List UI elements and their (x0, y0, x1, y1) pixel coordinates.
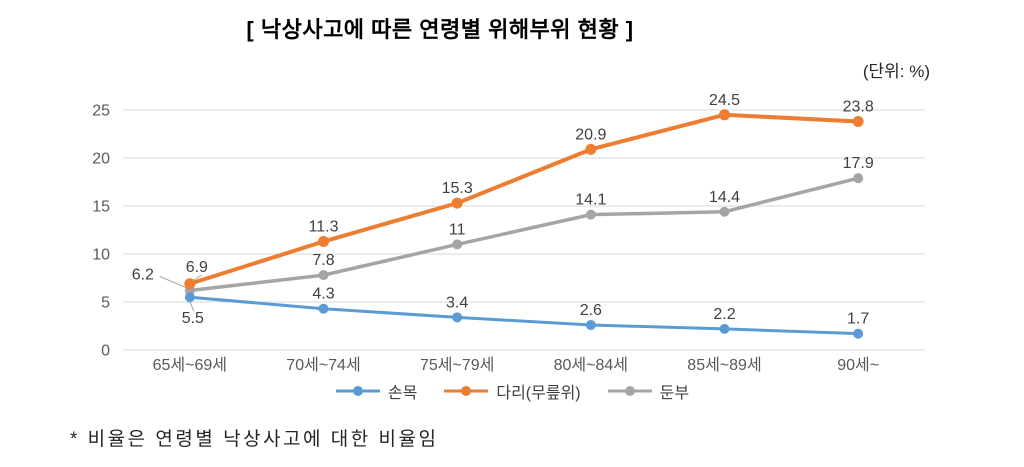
data-point (853, 328, 864, 339)
x-axis-label: 80세~84세 (554, 356, 628, 374)
legend-item-hip: 둔부 (607, 379, 689, 403)
data-point (719, 206, 730, 217)
legend-label-hip: 둔부 (659, 385, 690, 402)
data-label: 6.2 (132, 266, 154, 283)
data-point (184, 278, 196, 290)
data-point (451, 197, 463, 209)
data-point (318, 303, 329, 314)
data-label: 2.2 (713, 306, 735, 323)
data-label: 6.9 (186, 259, 208, 276)
data-point (318, 270, 329, 281)
data-label: 23.8 (843, 99, 874, 116)
data-label: 5.5 (182, 310, 204, 327)
y-axis-tick-label: 25 (92, 103, 110, 120)
line-marker-icon (335, 386, 380, 396)
x-axis-label: 90세~ (837, 356, 879, 374)
legend-label-leg: 다리(무릎위) (496, 385, 581, 402)
line-marker-icon (444, 386, 489, 396)
label-leader-line (159, 276, 187, 288)
x-axis-label: 65세~69세 (153, 356, 227, 374)
line-marker-icon (607, 386, 652, 396)
x-axis-label: 70세~74세 (286, 356, 360, 374)
data-label: 11 (449, 221, 466, 238)
data-label: 14.4 (709, 189, 740, 206)
data-point (719, 323, 730, 334)
data-label: 7.8 (312, 252, 334, 269)
chart-title: [ 낙상사고에 따른 연령별 위해부위 현황 ] (246, 17, 634, 42)
data-label: 2.6 (580, 302, 602, 319)
series-line-1 (187, 112, 861, 286)
data-label: 24.5 (709, 92, 740, 109)
y-axis-tick-label: 15 (92, 199, 110, 216)
data-point (318, 236, 329, 248)
label-leader-line (192, 274, 203, 282)
y-axis-tick-label: 5 (101, 295, 110, 312)
y-axis-tick-label: 10 (92, 247, 110, 264)
unit-annotation: (단위: %) (862, 62, 930, 81)
data-point (852, 116, 864, 128)
data-point (452, 239, 463, 250)
data-point (585, 320, 596, 331)
data-label: 15.3 (442, 180, 473, 197)
legend: 손목 다리(무릎위) 둔부 (0, 379, 1024, 403)
data-label: 17.9 (843, 155, 874, 172)
data-point (853, 173, 864, 184)
series-line-0 (188, 295, 860, 336)
data-label: 3.4 (446, 294, 468, 311)
data-point (585, 143, 597, 155)
footnote: * 비율은 연령별 낙상사고에 대한 비율임 (70, 429, 439, 450)
line-chart-plot-area: 0 5 10 15 20 25 65세~69세 70세~74세 75세~79세 80세~84세 85… (92, 92, 925, 374)
x-axis-label: 75세~79세 (420, 356, 494, 374)
data-point (184, 292, 195, 303)
data-label: 4.3 (312, 286, 334, 303)
series-line-2 (188, 176, 860, 293)
legend-item-leg: 다리(무릎위) (443, 379, 581, 403)
legend-item-wrist: 손목 (335, 379, 417, 403)
data-label: 20.9 (575, 126, 606, 143)
data-label: 11.3 (309, 219, 339, 236)
data-point (585, 209, 596, 220)
label-leader-line (189, 301, 195, 312)
data-label: 14.1 (575, 192, 606, 209)
data-point (719, 109, 730, 121)
data-point (452, 312, 463, 323)
y-axis-tick-label: 0 (101, 343, 110, 360)
x-axis-label: 85세~89세 (687, 356, 761, 374)
y-axis-tick-label: 20 (92, 151, 110, 168)
legend-label-wrist: 손목 (387, 385, 418, 402)
data-label: 1.7 (847, 311, 869, 328)
